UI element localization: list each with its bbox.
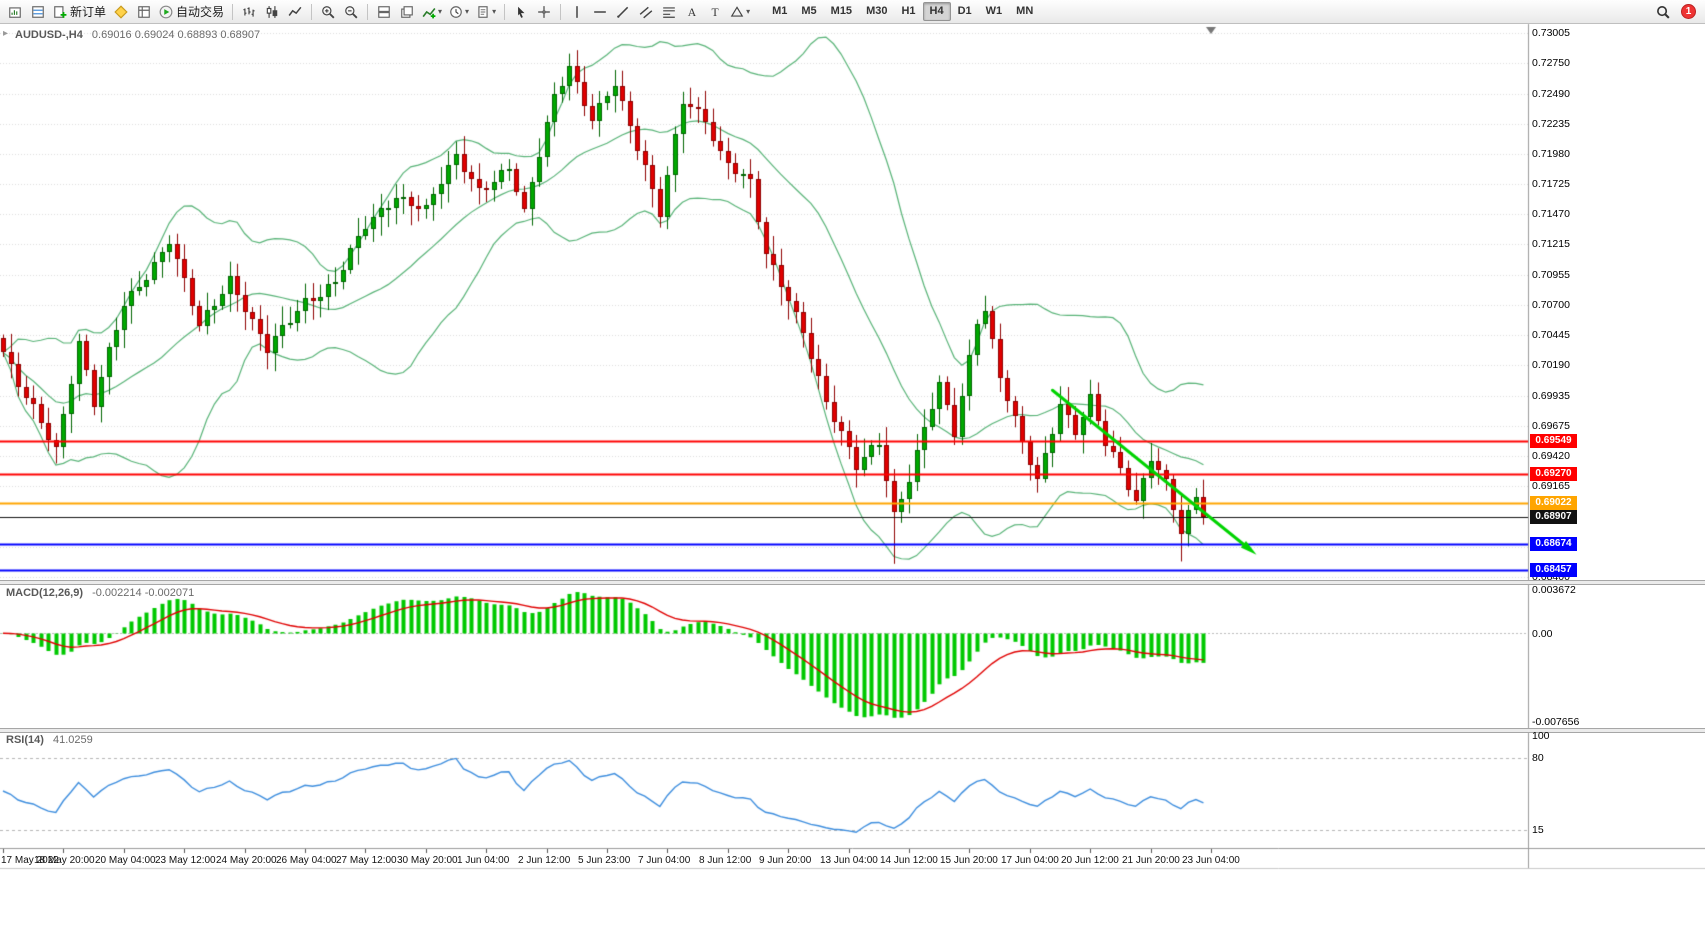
rsi-value: 41.0259 xyxy=(52,734,93,746)
timeframe-m15-button[interactable]: M15 xyxy=(830,5,853,17)
chart-title-overlay: AUDUSD-,H4 0.69016 0.69024 0.68893 0.689… xyxy=(15,29,260,41)
vertical-line-button[interactable] xyxy=(566,2,588,22)
search-button[interactable] xyxy=(1652,2,1674,22)
market-watch-button[interactable] xyxy=(27,2,49,22)
timeframe-h1-button[interactable]: H1 xyxy=(901,5,916,17)
panel-splitter[interactable] xyxy=(0,728,1705,733)
symbol-period-label: AUDUSD-,H4 xyxy=(15,29,83,41)
data-window-icon xyxy=(137,5,151,19)
templates-icon xyxy=(476,5,490,19)
text-label-button[interactable]: T xyxy=(704,2,726,22)
tile-windows-button[interactable] xyxy=(373,2,395,22)
periods-icon xyxy=(449,5,463,19)
shapes-icon xyxy=(730,5,744,19)
new-chart-icon xyxy=(8,5,22,19)
svg-text:A: A xyxy=(688,6,697,19)
autotrading-button[interactable]: 自动交易 xyxy=(156,2,227,22)
toolbar-separator xyxy=(367,3,369,20)
equidistant-channel-button[interactable] xyxy=(635,2,657,22)
timeframe-bar: M1 M5 M15 M30 H1 H4 D1 W1 MN xyxy=(765,2,1040,21)
zoom-out-button[interactable] xyxy=(340,2,362,22)
toolbar-separator xyxy=(504,3,506,20)
new-order-button[interactable]: 新订单 xyxy=(50,2,109,22)
candlestick-chart-button[interactable] xyxy=(261,2,283,22)
new-order-label: 新订单 xyxy=(70,5,107,19)
zoom-in-button[interactable] xyxy=(317,2,339,22)
cursor-icon xyxy=(514,5,528,19)
timeframe-m1-button[interactable]: M1 xyxy=(772,5,788,17)
equidistant-channel-icon xyxy=(639,5,653,19)
macd-values: -0.002214 -0.002071 xyxy=(92,587,195,599)
new-chart-button[interactable] xyxy=(4,2,26,22)
macd-label: MACD(12,26,9) xyxy=(6,587,84,599)
trendline-button[interactable] xyxy=(612,2,634,22)
indicators-icon xyxy=(422,5,436,19)
bar-chart-button[interactable] xyxy=(238,2,260,22)
trendline-icon xyxy=(616,5,630,19)
rsi-header: RSI(14) 41.0259 xyxy=(6,734,93,746)
text-icon: A xyxy=(685,5,699,19)
timeframe-h4-button[interactable]: H4 xyxy=(922,2,951,21)
crosshair-icon xyxy=(537,5,551,19)
crosshair-button[interactable] xyxy=(533,2,555,22)
timeframe-d1-button[interactable]: D1 xyxy=(957,5,972,17)
dropdown-caret-icon: ▾ xyxy=(746,7,751,16)
text-button[interactable]: A xyxy=(681,2,703,22)
dropdown-caret-icon: ▾ xyxy=(438,7,443,16)
timeframe-w1-button[interactable]: W1 xyxy=(985,5,1003,17)
metaeditor-icon xyxy=(114,4,128,19)
bar-chart-icon xyxy=(242,5,256,19)
templates-button[interactable]: ▾ xyxy=(473,2,499,22)
macd-header: MACD(12,26,9) -0.002214 -0.002071 xyxy=(6,587,194,599)
autotrading-label: 自动交易 xyxy=(176,5,225,19)
line-chart-button[interactable] xyxy=(284,2,306,22)
ohlc-values: 0.69016 0.69024 0.68893 0.68907 xyxy=(91,29,261,41)
periods-button[interactable]: ▾ xyxy=(446,2,472,22)
notifications-badge[interactable]: 1 xyxy=(1681,4,1696,19)
new-order-icon xyxy=(53,5,67,19)
autotrading-icon xyxy=(159,5,173,19)
dropdown-caret-icon: ▾ xyxy=(492,7,497,16)
metaeditor-button[interactable] xyxy=(110,2,132,22)
rsi-label: RSI(14) xyxy=(6,734,44,746)
horizontal-line-button[interactable] xyxy=(589,2,611,22)
search-icon xyxy=(1656,5,1670,19)
timeframe-mn-button[interactable]: MN xyxy=(1016,5,1034,17)
vertical-line-icon xyxy=(570,5,584,19)
candlestick-chart-icon xyxy=(265,5,279,19)
cascade-windows-icon xyxy=(400,5,414,19)
tile-windows-icon xyxy=(377,5,391,19)
zoom-out-icon xyxy=(344,5,358,19)
toolbar-separator xyxy=(560,3,562,20)
fibonacci-retracement-button[interactable] xyxy=(658,2,680,22)
text-label-icon: T xyxy=(708,5,722,19)
toolbar-button-group: 新订单 自动交易 ▾ ▾ ▾ A T ▾ xyxy=(4,2,753,22)
fibonacci-retracement-icon xyxy=(662,5,676,19)
toolbar-separator xyxy=(232,3,234,20)
dropdown-caret-icon: ▾ xyxy=(465,7,470,16)
one-click-trading-icon[interactable]: ▸ xyxy=(3,28,9,39)
toolbar-separator xyxy=(311,3,313,20)
panel-splitter[interactable] xyxy=(0,580,1705,585)
market-watch-icon xyxy=(31,5,45,19)
toolbar-right-group: 1 xyxy=(1652,2,1701,22)
svg-text:T: T xyxy=(712,6,719,19)
data-window-button[interactable] xyxy=(133,2,155,22)
horizontal-line-icon xyxy=(593,5,607,19)
timeframe-m30-button[interactable]: M30 xyxy=(866,5,888,17)
cursor-button[interactable] xyxy=(510,2,532,22)
zoom-in-icon xyxy=(321,5,335,19)
line-chart-icon xyxy=(288,5,302,19)
indicators-button[interactable]: ▾ xyxy=(419,2,445,22)
shapes-button[interactable]: ▾ xyxy=(727,2,753,22)
timeframe-m5-button[interactable]: M5 xyxy=(801,5,817,17)
cascade-windows-button[interactable] xyxy=(396,2,418,22)
main-toolbar: 新订单 自动交易 ▾ ▾ ▾ A T ▾ M1 M5 M15 M30 H1 H4 D1 W1 MN 1 xyxy=(0,0,1705,24)
